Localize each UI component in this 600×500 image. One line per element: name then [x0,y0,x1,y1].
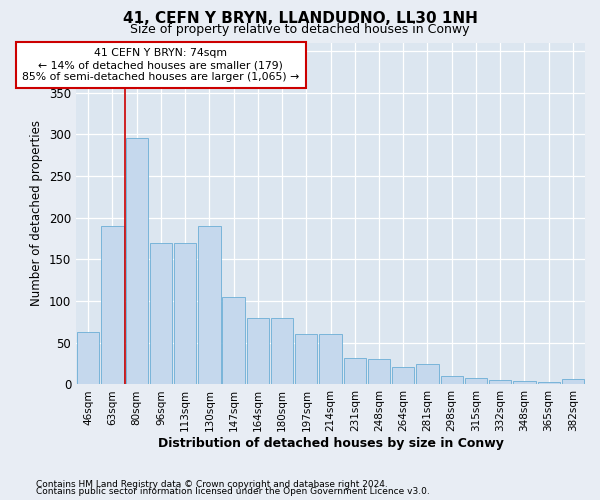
Text: Contains HM Land Registry data © Crown copyright and database right 2024.: Contains HM Land Registry data © Crown c… [36,480,388,489]
Bar [223,297,245,384]
Text: Contains public sector information licensed under the Open Government Licence v3: Contains public sector information licen… [36,487,430,496]
Bar [538,382,560,384]
Bar [295,334,317,384]
Bar [513,381,536,384]
Bar [368,360,390,384]
Bar [319,334,342,384]
Bar [174,242,196,384]
Bar [101,226,124,384]
Bar [247,318,269,384]
Bar [562,378,584,384]
Bar [344,358,366,384]
Text: 41 CEFN Y BRYN: 74sqm
← 14% of detached houses are smaller (179)
85% of semi-det: 41 CEFN Y BRYN: 74sqm ← 14% of detached … [22,48,299,82]
Text: 41, CEFN Y BRYN, LLANDUDNO, LL30 1NH: 41, CEFN Y BRYN, LLANDUDNO, LL30 1NH [122,11,478,26]
Bar [440,376,463,384]
Bar [77,332,100,384]
Bar [416,364,439,384]
Bar [271,318,293,384]
Bar [198,226,221,384]
Text: Size of property relative to detached houses in Conwy: Size of property relative to detached ho… [130,24,470,36]
Bar [150,242,172,384]
Bar [465,378,487,384]
Bar [489,380,511,384]
Bar [125,138,148,384]
Y-axis label: Number of detached properties: Number of detached properties [31,120,43,306]
Bar [392,367,415,384]
X-axis label: Distribution of detached houses by size in Conwy: Distribution of detached houses by size … [158,437,503,450]
